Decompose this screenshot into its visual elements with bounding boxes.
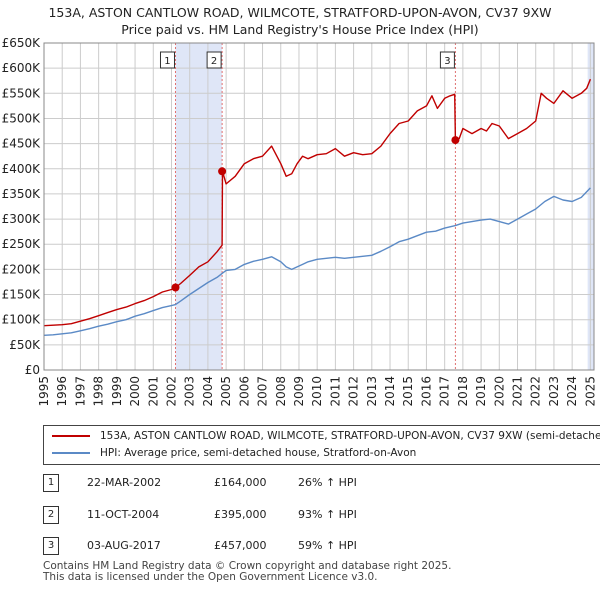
- y-tick-label: £600K: [2, 61, 42, 75]
- sale-label-frame: [206, 51, 222, 69]
- footer: Contains HM Land Registry data © Crown c…: [43, 561, 451, 583]
- y-tick-label: £200K: [2, 262, 42, 276]
- sale-label-box: 1: [159, 51, 175, 69]
- x-tick-label: 2021: [511, 376, 525, 407]
- y-tick-label: £450K: [2, 137, 42, 151]
- title-subtitle: Price paid vs. HM Land Registry's House …: [121, 22, 479, 37]
- sale-point: [451, 136, 460, 145]
- transaction-price: £457,000: [214, 539, 267, 552]
- transaction-price: £164,000: [214, 476, 267, 489]
- x-tick-label: 2016: [419, 376, 433, 407]
- x-tick-label: 2017: [438, 376, 452, 407]
- x-tick-label: 2000: [128, 376, 142, 407]
- transaction-date: 22-MAR-2002: [87, 476, 162, 489]
- y-tick-label: £0: [25, 363, 40, 377]
- y-tick-label: £400K: [2, 162, 42, 176]
- legend-property: 153A, ASTON CANTLOW ROAD, WILMCOTE, STRA…: [52, 430, 600, 446]
- sale-point: [218, 167, 227, 176]
- x-tick-label: 2020: [492, 376, 506, 407]
- sale-label-text: 3: [444, 56, 450, 67]
- x-tick-label: 2019: [474, 376, 488, 407]
- x-tick-label: 2025: [583, 376, 597, 407]
- transaction-number: 3: [43, 537, 59, 555]
- sale-label-text: 1: [164, 56, 170, 67]
- transaction-hpi: 59% ↑ HPI: [298, 539, 357, 552]
- x-tick-label: 2015: [401, 376, 415, 407]
- x-tick-label: 1995: [37, 376, 51, 407]
- x-tick-label: 1998: [92, 376, 106, 407]
- x-tick-label: 2011: [328, 376, 342, 407]
- sale-label-box: 2: [206, 51, 222, 69]
- y-tick-label: £250K: [2, 237, 42, 251]
- y-tick-label: £100K: [2, 313, 42, 327]
- sale-label-frame: [159, 51, 175, 69]
- sale-point: [171, 283, 180, 292]
- x-tick-label: 2008: [274, 376, 288, 407]
- transaction-number: 1: [43, 474, 59, 492]
- legend-property-label: 153A, ASTON CANTLOW ROAD, WILMCOTE, STRA…: [100, 430, 600, 442]
- legend-hpi: HPI: Average price, semi-detached house,…: [52, 447, 416, 463]
- x-tick-label: 2004: [201, 376, 215, 407]
- sale-label-box: 3: [439, 51, 455, 69]
- legend-hpi-swatch: [52, 452, 90, 454]
- x-tick-label: 2018: [456, 376, 470, 407]
- y-tick-label: £300K: [2, 212, 42, 226]
- x-tick-label: 2006: [237, 376, 251, 407]
- y-tick-label: £550K: [2, 86, 42, 100]
- price-chart: £0 £50K £100K £150K £200K £250K £300K £350K £400…: [2, 36, 598, 407]
- transaction-hpi: 26% ↑ HPI: [298, 476, 357, 489]
- x-tick-label: 1997: [73, 376, 87, 407]
- x-tick-label: 2010: [310, 376, 324, 407]
- y-tick-label: £150K: [2, 288, 42, 302]
- x-tick-label: 2012: [347, 376, 361, 407]
- legend-property-swatch: [52, 435, 90, 437]
- x-tick-label: 1996: [55, 376, 69, 407]
- x-tick-label: 2009: [292, 376, 306, 407]
- y-tick-label: £50K: [9, 338, 41, 352]
- x-tick-label: 2024: [565, 376, 579, 407]
- x-tick-label: 2005: [219, 376, 233, 407]
- transaction-date: 11-OCT-2004: [87, 508, 160, 521]
- property-series-line: [43, 78, 592, 327]
- transaction-number: 2: [43, 506, 59, 524]
- x-tick-label: 1999: [110, 376, 124, 407]
- transaction-price: £395,000: [214, 508, 267, 521]
- transaction-hpi: 93% ↑ HPI: [298, 508, 357, 521]
- transaction-date: 03-AUG-2017: [87, 539, 161, 552]
- x-tick-label: 2002: [164, 376, 178, 407]
- x-tick-label: 2001: [146, 376, 160, 407]
- x-tick-label: 2013: [365, 376, 379, 407]
- x-tick-label: 2007: [256, 376, 270, 407]
- footer-licence: This data is licensed under the Open Gov…: [43, 571, 378, 583]
- sale-label-frame: [439, 51, 455, 69]
- x-tick-label: 2014: [383, 376, 397, 407]
- x-tick-label: 2022: [529, 376, 543, 407]
- plot-border: [43, 42, 595, 371]
- sale-label-text: 2: [211, 56, 217, 67]
- x-tick-label: 2023: [547, 376, 561, 407]
- chart-title: 153A, ASTON CANTLOW ROAD, WILMCOTE, STRA…: [0, 4, 600, 38]
- x-tick-label: 2003: [183, 376, 197, 407]
- y-tick-label: £500K: [2, 111, 42, 125]
- plot-area: [44, 43, 594, 370]
- legend: 153A, ASTON CANTLOW ROAD, WILMCOTE, STRA…: [43, 425, 600, 465]
- legend-hpi-label: HPI: Average price, semi-detached house,…: [100, 447, 417, 459]
- title-address: 153A, ASTON CANTLOW ROAD, WILMCOTE, STRA…: [48, 5, 552, 20]
- hpi-series-line: [43, 187, 591, 336]
- shaded-region: [175, 43, 223, 370]
- y-tick-label: £650K: [2, 36, 42, 50]
- footer-copyright: Contains HM Land Registry data © Crown c…: [43, 560, 452, 572]
- y-tick-label: £350K: [2, 187, 42, 201]
